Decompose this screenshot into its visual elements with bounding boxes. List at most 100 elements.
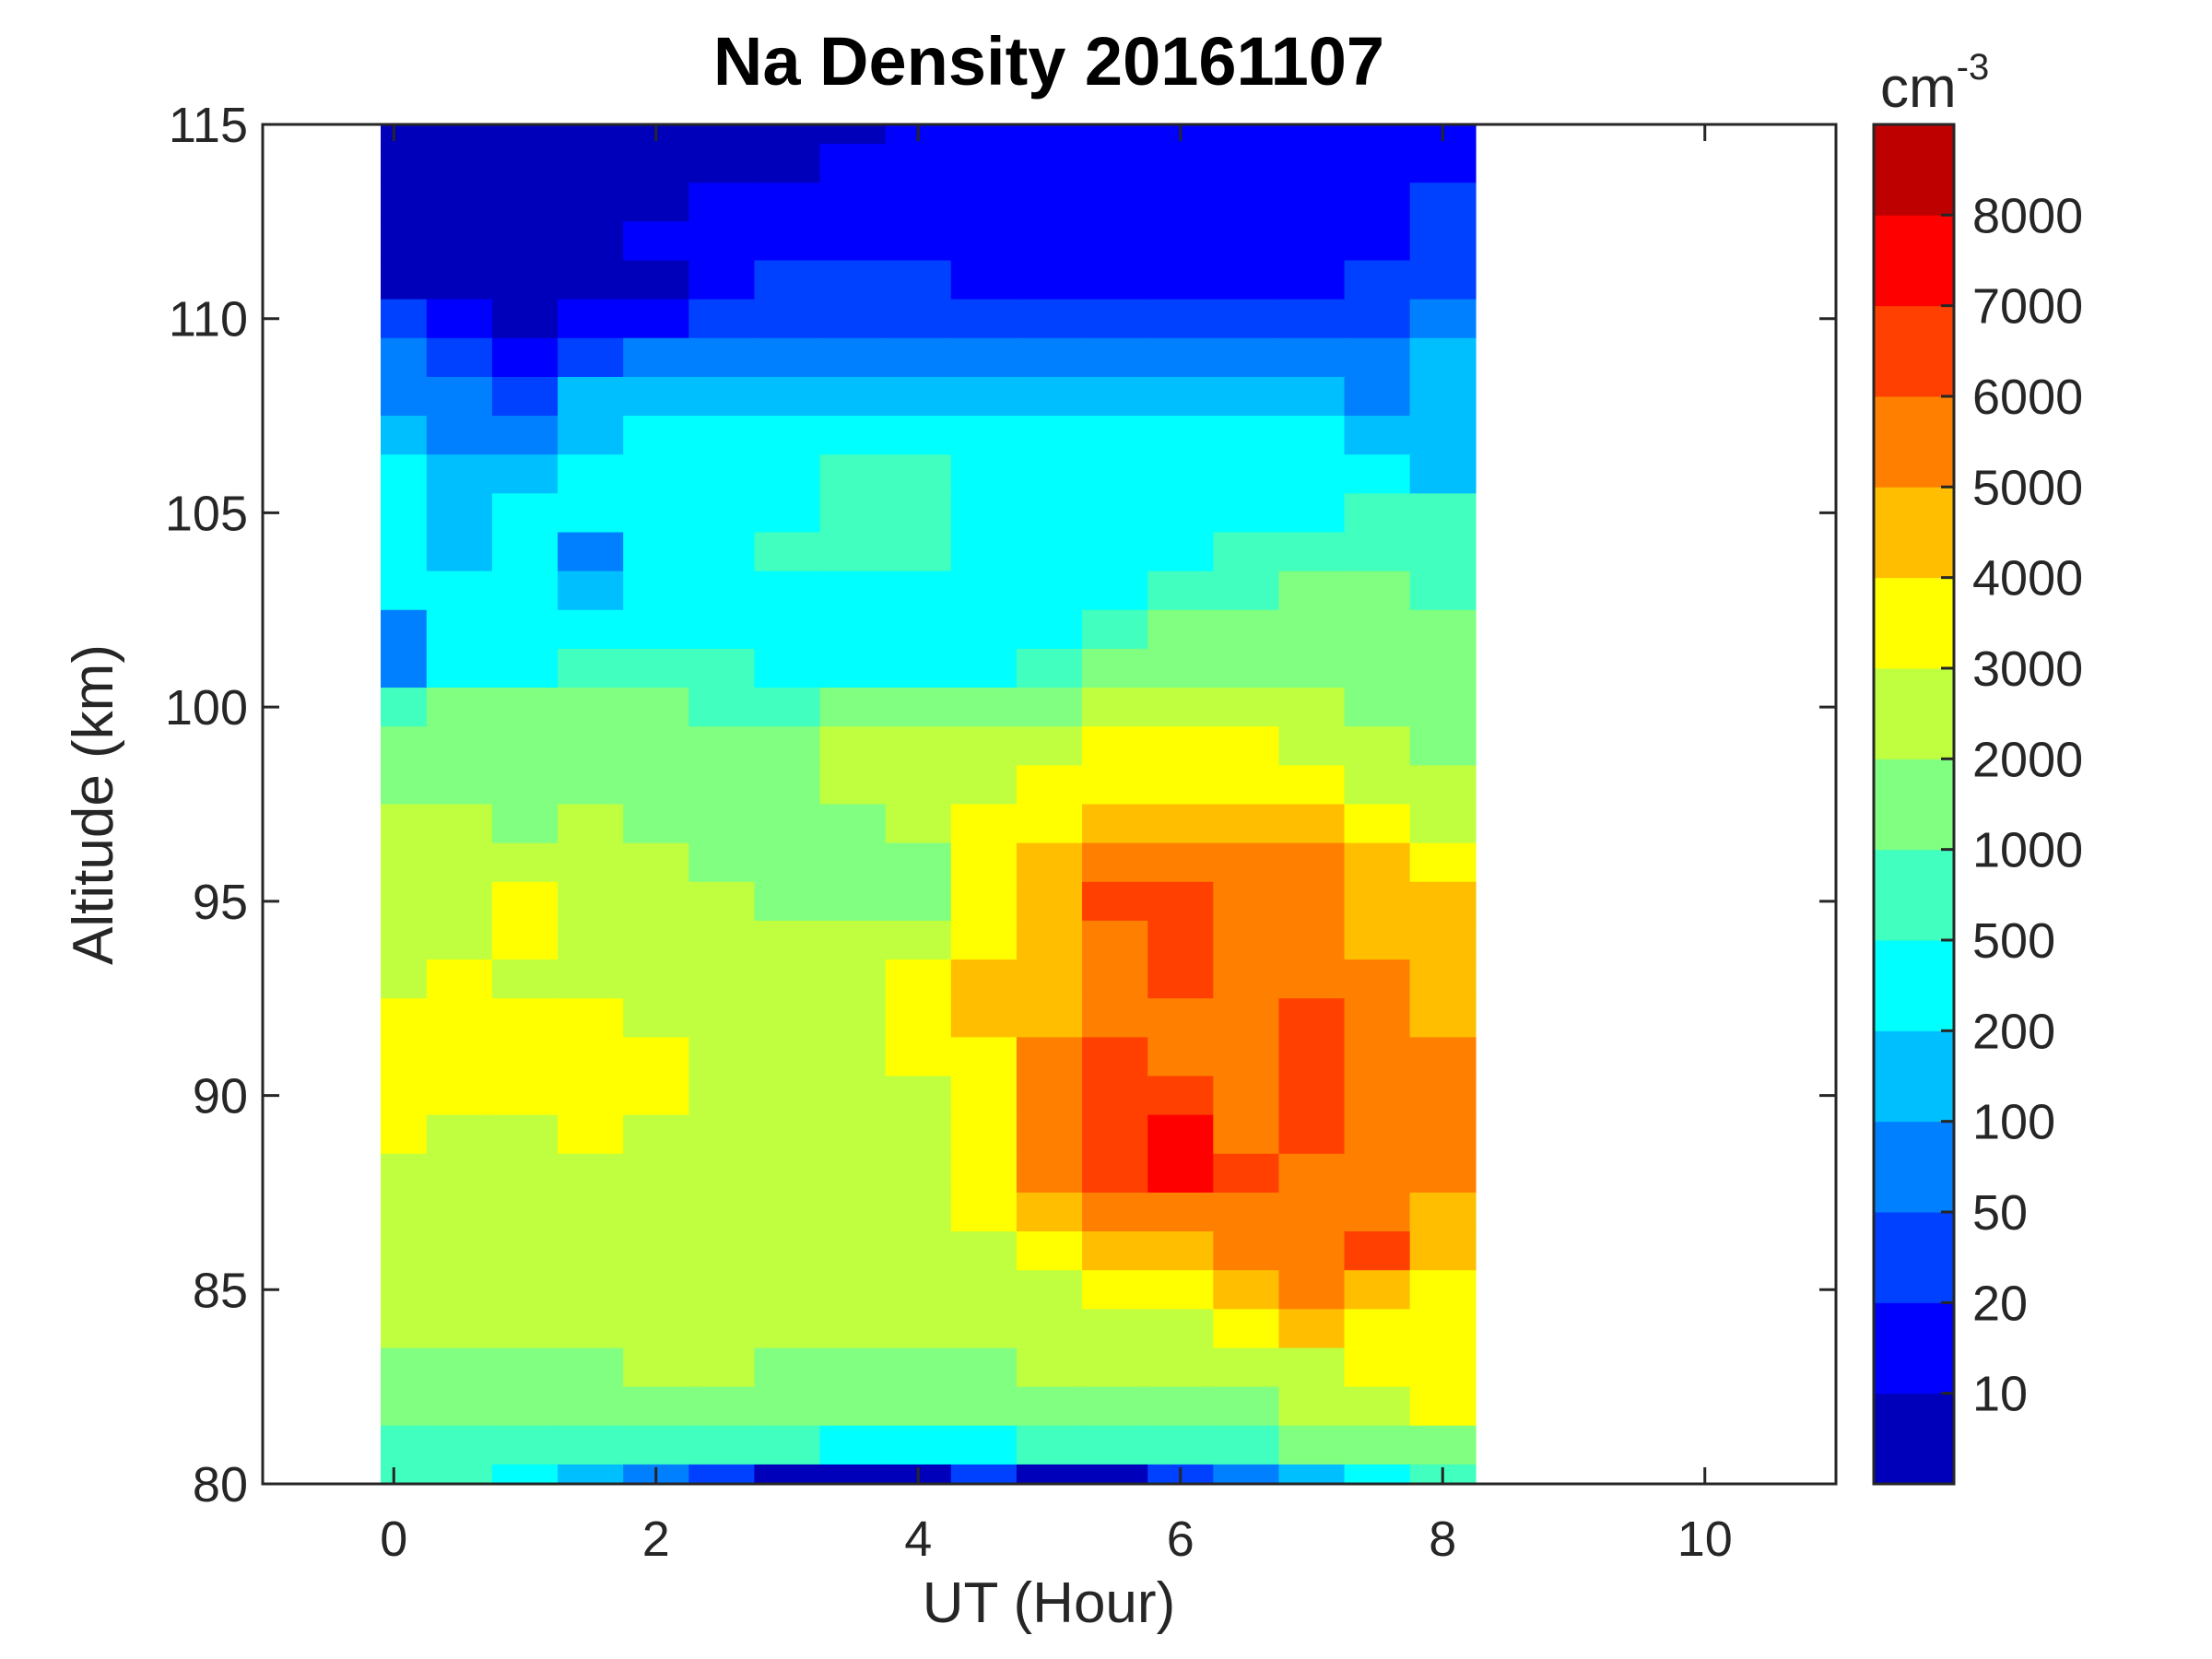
colorbar-tick-label: 4000 bbox=[1972, 551, 2083, 606]
contour-cell bbox=[688, 1192, 756, 1232]
contour-cell bbox=[1213, 920, 1280, 960]
contour-cell bbox=[623, 1076, 690, 1116]
contour-cell bbox=[558, 1464, 624, 1485]
contour-cell bbox=[426, 221, 493, 262]
contour-cell bbox=[688, 726, 756, 767]
contour-cell bbox=[1213, 1386, 1280, 1427]
contour-cell bbox=[426, 1386, 493, 1427]
contour-cell bbox=[381, 1231, 428, 1272]
contour-cell bbox=[1213, 609, 1280, 650]
contour-cell bbox=[491, 532, 559, 572]
contour-cell bbox=[381, 182, 428, 223]
contour-cell bbox=[819, 1386, 887, 1427]
contour-cell bbox=[1016, 920, 1083, 960]
contour-cell bbox=[754, 959, 821, 1000]
contour-cell bbox=[623, 144, 690, 184]
contour-cell bbox=[1147, 493, 1215, 534]
contour-cell bbox=[1409, 416, 1477, 456]
contour-cell bbox=[1213, 1309, 1280, 1349]
contour-cell bbox=[819, 804, 887, 844]
contour-cell bbox=[688, 920, 756, 960]
contour-cell bbox=[1147, 376, 1215, 417]
contour-cell bbox=[950, 648, 1018, 688]
contour-cell bbox=[1278, 1464, 1346, 1485]
contour-cell bbox=[1278, 1192, 1346, 1232]
contour-cell bbox=[1278, 337, 1346, 378]
contour-cell bbox=[1082, 1076, 1148, 1116]
contour-cell bbox=[558, 765, 624, 806]
contour-cell bbox=[491, 1114, 559, 1155]
contour-cell bbox=[381, 765, 428, 806]
contour-cell bbox=[1409, 1270, 1477, 1311]
contour-cell bbox=[491, 726, 559, 767]
contour-cell bbox=[1344, 454, 1411, 495]
contour-cell bbox=[491, 376, 559, 417]
contour-cell bbox=[1213, 804, 1280, 844]
contour-cell bbox=[558, 1153, 624, 1194]
contour-cell bbox=[950, 1309, 1018, 1349]
contour-cell bbox=[1147, 842, 1215, 883]
contour-cell bbox=[1409, 998, 1477, 1039]
contour-cell bbox=[426, 1347, 493, 1388]
contour-cell bbox=[1278, 1347, 1346, 1388]
contour-cell bbox=[1409, 144, 1477, 184]
contour-cell bbox=[819, 1037, 887, 1077]
contour-cell bbox=[688, 416, 756, 456]
contour-cell bbox=[950, 1386, 1018, 1427]
contour-cell bbox=[819, 182, 887, 223]
contour-cell bbox=[1213, 1464, 1280, 1485]
contour-cell bbox=[558, 532, 624, 572]
contour-cell bbox=[1344, 299, 1411, 339]
contour-cell bbox=[885, 881, 952, 922]
contour-cell bbox=[1344, 1037, 1411, 1077]
contour-cell bbox=[1082, 493, 1148, 534]
contour-cell bbox=[1278, 1231, 1346, 1272]
contour-cell bbox=[426, 1309, 493, 1349]
contour-cell bbox=[1409, 1386, 1477, 1427]
contour-cell bbox=[1016, 182, 1083, 223]
contour-cell bbox=[1082, 726, 1148, 767]
contour-cell bbox=[1344, 1231, 1411, 1272]
contour-cell bbox=[754, 1192, 821, 1232]
contour-cell bbox=[885, 765, 952, 806]
contour-cell bbox=[950, 881, 1018, 922]
contour-cell bbox=[1082, 1464, 1148, 1485]
contour-cell bbox=[558, 920, 624, 960]
contour-cell bbox=[754, 1270, 821, 1311]
contour-cell bbox=[1213, 376, 1280, 417]
colorbar-band bbox=[1874, 305, 1954, 397]
contour-cell bbox=[1213, 182, 1280, 223]
contour-cell bbox=[754, 260, 821, 300]
contour-cell bbox=[1016, 1386, 1083, 1427]
contour-cell bbox=[1278, 1153, 1346, 1194]
contour-cell bbox=[1016, 571, 1083, 611]
contour-cell bbox=[1213, 337, 1280, 378]
contour-cell bbox=[1344, 1114, 1411, 1155]
contour-cell bbox=[426, 1464, 493, 1485]
contour-cell bbox=[1344, 726, 1411, 767]
contour-cell bbox=[491, 571, 559, 611]
contour-cell bbox=[1016, 1153, 1083, 1194]
contour-cell bbox=[1344, 688, 1411, 728]
contour-cell bbox=[950, 571, 1018, 611]
contour-cell bbox=[426, 1231, 493, 1272]
contour-cell bbox=[1082, 337, 1148, 378]
contour-cell bbox=[558, 1192, 624, 1232]
contour-cell bbox=[1082, 881, 1148, 922]
contour-cell bbox=[558, 998, 624, 1039]
contour-cell bbox=[426, 337, 493, 378]
contour-cell bbox=[1409, 182, 1477, 223]
contour-cell bbox=[688, 337, 756, 378]
contour-cell bbox=[1278, 1309, 1346, 1349]
contour-cell bbox=[688, 376, 756, 417]
contour-cell bbox=[491, 454, 559, 495]
contour-cell bbox=[819, 1076, 887, 1116]
contour-cell bbox=[1213, 1231, 1280, 1272]
contour-cell bbox=[754, 493, 821, 534]
contour-cell bbox=[1016, 299, 1083, 339]
contour-cell bbox=[819, 842, 887, 883]
contour-cell bbox=[623, 454, 690, 495]
contour-cell bbox=[688, 1114, 756, 1155]
contour-cell bbox=[950, 842, 1018, 883]
contour-cell bbox=[1213, 260, 1280, 300]
